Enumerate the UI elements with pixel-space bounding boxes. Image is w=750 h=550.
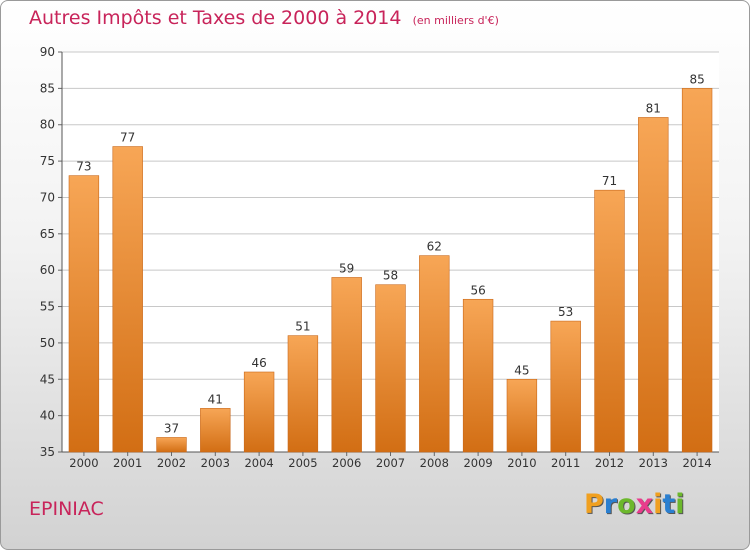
y-tick-label: 80 [40, 118, 55, 132]
x-tick-label: 2010 [507, 456, 536, 470]
bar [681, 88, 713, 453]
bar [506, 378, 538, 453]
commune-name: EPINIAC [29, 498, 104, 520]
x-tick-label: 2005 [288, 456, 317, 470]
x-tick-label: 2007 [376, 456, 405, 470]
brand-letter: P [584, 489, 604, 520]
y-tick-label: 45 [40, 372, 55, 386]
bar-value-label: 53 [558, 305, 573, 319]
bar-value-label: 41 [208, 392, 223, 406]
bar-value-label: 58 [383, 269, 398, 283]
bar [156, 437, 187, 453]
chart-title-block: Autres Impôts et Taxes de 2000 à 2014 (e… [29, 7, 499, 29]
x-tick-label: 2014 [682, 456, 711, 470]
x-tick-label: 2001 [113, 456, 142, 470]
bar [243, 371, 275, 453]
x-tick-label: 2008 [420, 456, 449, 470]
bar [287, 335, 319, 453]
bar-value-label: 62 [427, 240, 442, 254]
y-tick-label: 90 [40, 45, 55, 59]
x-tick-label: 2006 [332, 456, 361, 470]
bar-value-label: 77 [120, 131, 135, 145]
y-tick-label: 65 [40, 227, 55, 241]
bar [638, 117, 669, 453]
bar-value-label: 37 [164, 421, 179, 435]
x-tick-label: 2000 [69, 456, 98, 470]
y-tick-label: 50 [40, 336, 55, 350]
bar-value-label: 45 [514, 363, 529, 377]
x-tick-label: 2004 [244, 456, 273, 470]
bar [419, 255, 450, 453]
y-tick-label: 35 [40, 445, 55, 459]
brand-letter: i [675, 489, 685, 520]
y-tick-label: 60 [40, 263, 55, 277]
bar-value-label: 85 [689, 72, 704, 86]
brand-logo[interactable]: Proxiti [584, 489, 685, 520]
brand-letter: o [617, 489, 636, 520]
bar [200, 408, 231, 453]
y-tick-label: 70 [40, 190, 55, 204]
bar [331, 277, 362, 453]
bar [594, 189, 625, 453]
brand-letter: x [635, 489, 654, 520]
bar-value-label: 51 [295, 320, 310, 334]
bar-value-label: 56 [470, 283, 485, 297]
x-tick-label: 2002 [157, 456, 186, 470]
bar [462, 298, 494, 453]
bar-value-label: 46 [251, 356, 266, 370]
x-tick-label: 2011 [551, 456, 580, 470]
brand-letter: i [653, 489, 663, 520]
bar-value-label: 73 [76, 160, 91, 174]
y-tick-label: 85 [40, 81, 55, 95]
y-tick-label: 40 [40, 409, 55, 423]
bar [112, 146, 143, 453]
chart-title: Autres Impôts et Taxes de 2000 à 2014 [29, 7, 402, 29]
brand-letter: t [662, 489, 676, 520]
bar [550, 320, 581, 453]
brand-letter: r [603, 489, 618, 520]
y-tick-label: 75 [40, 154, 55, 168]
chart-unit: (en milliers d'€) [412, 14, 499, 27]
bar-value-label: 71 [602, 174, 617, 188]
y-tick-label: 55 [40, 300, 55, 314]
x-tick-label: 2003 [201, 456, 230, 470]
x-tick-label: 2012 [595, 456, 624, 470]
bar [375, 284, 406, 453]
bar-value-label: 81 [646, 101, 661, 115]
x-tick-label: 2013 [639, 456, 668, 470]
bar-value-label: 59 [339, 261, 354, 275]
bar [68, 175, 100, 453]
x-tick-label: 2009 [463, 456, 492, 470]
